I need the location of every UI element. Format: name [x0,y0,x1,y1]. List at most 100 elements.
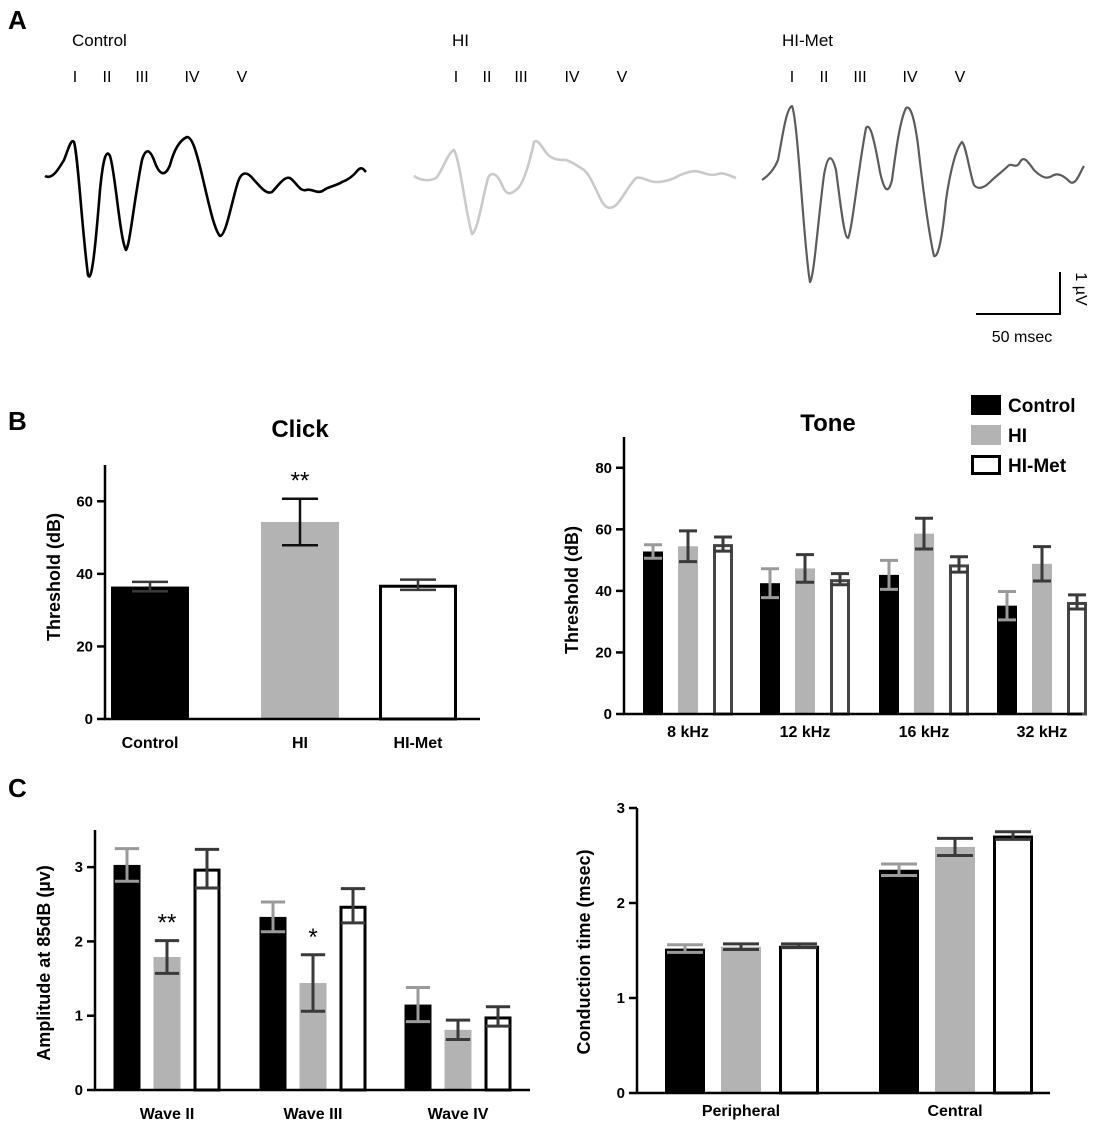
bar [484,1016,512,1092]
error-bar [915,516,933,551]
bar [261,521,339,719]
axis-lines-click [103,465,480,721]
bar [153,957,181,1090]
error-bar [998,590,1016,622]
legend-label-hi-met: HI-Met [1008,456,1067,477]
wave-marker-hi-2: II [483,69,492,86]
y-tick-label: 0 [75,1082,83,1099]
error-bar [132,580,168,593]
y-tick-label: 60 [595,521,612,538]
x-category-label: Wave III [284,1106,343,1123]
wave-marker-hi-met-4: IV [902,69,917,86]
chart-title-tone: Tone [800,410,856,437]
legend-swatch-control [971,395,1001,415]
scale-bar-y-label: 1 µV [1072,272,1089,306]
legend-swatch-hi-met [971,455,1001,475]
wave-marker-hi-met-1: I [790,69,794,86]
y-tick-label: 20 [595,644,612,661]
wave-marker-hi-met-5: V [955,69,966,86]
axis-lines-amplitude [93,830,530,1092]
y-tick-label: 3 [75,859,83,876]
x-category-label: Peripheral [702,1103,780,1120]
x-category-label: Wave IV [428,1106,489,1123]
axis-lines-conduction [635,808,1050,1095]
error-bar [831,572,849,587]
bar [997,605,1017,714]
waveform-title-hi-met: HI-Met [782,31,833,50]
legend: Control HI HI-Met [971,395,1076,477]
amplitude-chart: Amplitude at 85dB (µv) 0 1 2 3 ** Wave II * Wav… [34,830,530,1123]
bar [721,946,761,1093]
bar [193,868,221,1092]
waveform-title-control: Control [72,31,127,50]
significance-label: ** [291,468,310,495]
error-bar [881,862,917,877]
error-bar [282,497,318,547]
y-tick-label: 2 [617,895,625,912]
y-tick-label: 1 [75,1008,83,1025]
wave-marker-hi-4: IV [564,69,579,86]
y-tick-label: 40 [76,566,93,583]
bar [949,564,969,716]
error-bar [761,567,779,600]
wave-marker-control-3: III [135,69,148,86]
y-axis-label-tone: Threshold (dB) [562,526,582,654]
wave-marker-hi-1: I [454,69,458,86]
wave-marker-control-2: II [103,69,112,86]
amplitude-marks: 0 1 2 3 ** Wave II * Wave III Wave IV [75,847,512,1123]
y-tick-label: 2 [75,933,83,950]
y-tick-label: 40 [595,583,612,600]
error-bar [950,555,968,574]
error-bar [1033,545,1051,583]
scale-bar-x-label: 50 msec [992,329,1052,346]
error-bar [880,558,898,591]
tone-marks: 0 20 40 60 80 8 kHz 12 kHz 16 kHz 32 kHz [595,460,1087,741]
waveform-panel: Control I II III IV V HI I II III IV V H… [44,31,1089,346]
legend-label-hi: HI [1008,426,1027,447]
bar [379,584,457,721]
bar [795,568,815,714]
wave-marker-control-5: V [237,69,248,86]
wave-marker-control-1: I [73,69,77,86]
error-bar [405,985,431,1024]
bar [678,546,698,714]
bar [879,869,919,1093]
x-category-label: HI-Met [394,735,444,752]
y-axis-label-click: Threshold (dB) [44,513,64,641]
legend-swatch-hi [971,425,1001,445]
panel-label-a: A [8,5,27,35]
bar [339,905,367,1092]
y-axis-label-conduction: Conduction time (msec) [574,849,594,1054]
legend-label-control: Control [1008,396,1076,417]
wave-marker-hi-met-3: III [853,69,866,86]
y-tick-label: 60 [76,493,93,510]
error-bar [114,847,140,883]
x-category-label: Wave II [140,1106,195,1123]
conduction-time-chart: Conduction time (msec) 0 1 2 3 Peripheral Cen… [574,800,1050,1120]
error-bar [445,1018,471,1041]
error-bar [723,942,759,952]
bar [643,551,663,714]
y-tick-label: 0 [617,1085,625,1102]
error-bar [781,942,817,950]
bar [760,583,780,714]
bar [830,579,850,716]
y-tick-label: 80 [595,460,612,477]
panel-label-c: C [8,773,27,803]
bar [935,846,975,1093]
waveform-trace-hi [413,139,737,236]
y-tick-label: 0 [604,706,612,723]
error-bar [485,1005,511,1028]
waveform-group-hi: HI I II III IV V [413,31,737,236]
waveform-group-hi-met: HI-Met I II III IV V [761,31,1085,284]
wave-marker-hi-3: III [514,69,527,86]
click-threshold-chart: Click Threshold (dB) 0 20 40 60 Control ** HI H… [44,416,480,752]
x-category-label: 8 kHz [667,724,709,741]
error-bar [995,830,1031,841]
waveform-title-hi: HI [452,31,469,50]
waveform-trace-hi-met [761,104,1085,284]
y-axis-label-amplitude: Amplitude at 85dB (µv) [34,865,54,1060]
error-bar [937,836,973,857]
error-bar [400,578,436,592]
